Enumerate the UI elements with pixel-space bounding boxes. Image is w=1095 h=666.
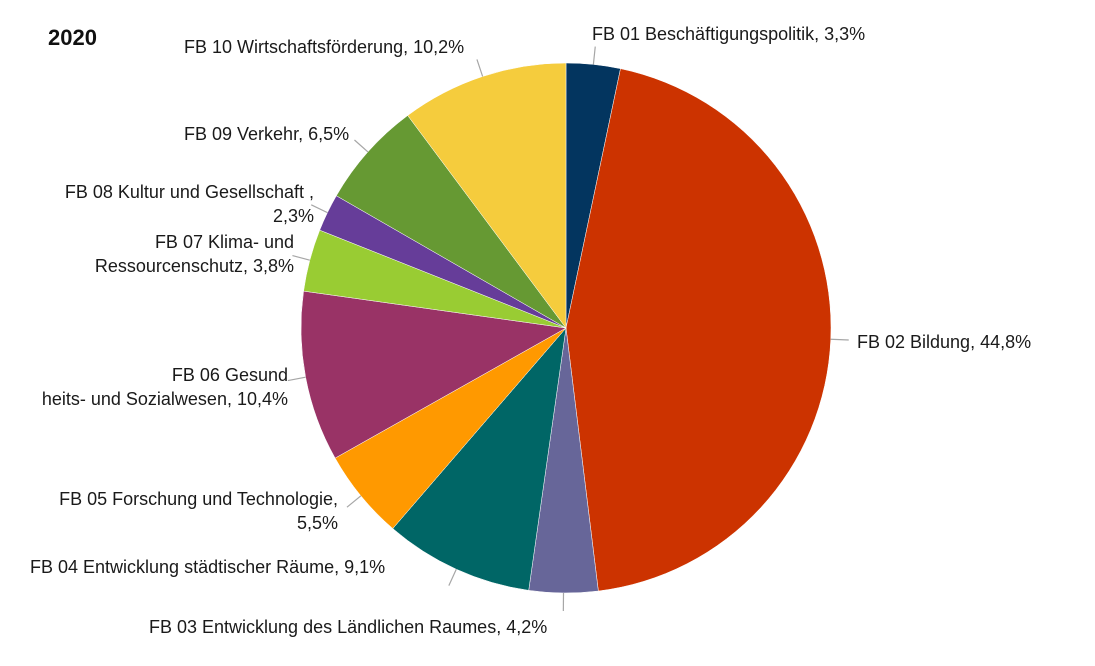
- leader-line: [448, 568, 457, 586]
- pie-slice: [565, 68, 832, 592]
- leader-line: [592, 46, 596, 65]
- slice-label: FB 07 Klima- und Ressourcenschutz, 3,8%: [95, 232, 294, 276]
- leader-line: [346, 495, 362, 508]
- slice-label: FB 09 Verkehr, 6,5%: [184, 124, 349, 144]
- leader-lines: [287, 46, 849, 611]
- leader-line: [354, 139, 369, 153]
- slice-label: FB 10 Wirtschaftsförderung, 10,2%: [184, 37, 464, 57]
- leader-line: [292, 254, 310, 261]
- slice-label: FB 03 Entwicklung des Ländlichen Raumes,…: [149, 617, 547, 637]
- slice-label: FB 05 Forschung und Technologie, 5,5%: [59, 489, 338, 533]
- slice-label: FB 02 Bildung, 44,8%: [857, 332, 1031, 352]
- pie-slices: [300, 62, 832, 594]
- leader-line: [476, 59, 484, 77]
- leader-line: [830, 338, 849, 341]
- pie-slice: [300, 290, 567, 459]
- pie-slice: [407, 62, 567, 329]
- slice-label: FB 08 Kultur und Gesellschaft , 2,3%: [65, 182, 314, 226]
- slice-label: FB 01 Beschäftigungspolitik, 3,3%: [592, 24, 865, 44]
- chart-title: 2020: [48, 25, 97, 50]
- leader-line: [287, 376, 306, 382]
- slice-label: FB 06 Gesund heits- und Sozialwesen, 10,4…: [42, 365, 288, 409]
- slice-label: FB 04 Entwicklung städtischer Räume, 9,1…: [30, 557, 385, 577]
- slice-labels: FB 01 Beschäftigungspolitik, 3,3% FB 02 B…: [30, 24, 1031, 637]
- leader-line: [310, 204, 328, 214]
